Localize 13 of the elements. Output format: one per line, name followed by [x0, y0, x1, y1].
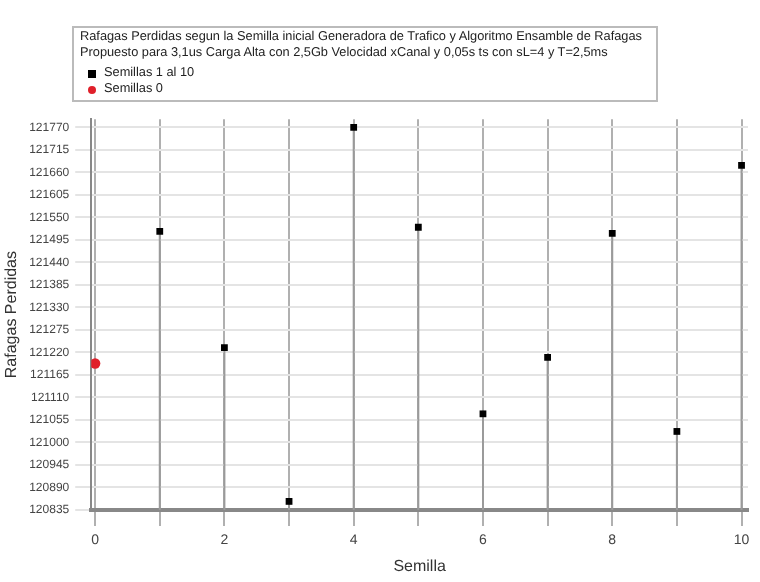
y-axis-title: Rafagas Perdidas	[2, 251, 21, 379]
point	[156, 227, 164, 235]
point	[414, 223, 422, 231]
point	[738, 162, 745, 169]
point	[91, 358, 101, 369]
point	[221, 344, 228, 351]
point	[350, 123, 358, 131]
x-axis-title: Semilla	[393, 556, 447, 575]
point	[544, 353, 552, 361]
point	[285, 498, 293, 505]
point	[608, 229, 616, 237]
point	[673, 428, 681, 435]
point	[479, 410, 487, 418]
